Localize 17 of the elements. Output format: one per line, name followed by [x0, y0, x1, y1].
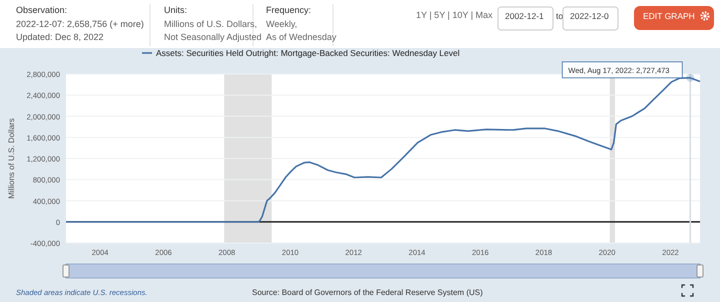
legend-label: Assets: Securities Held Outright: Mortgage-Backed Securities: Wednesday Level	[156, 48, 460, 58]
y-axis-title: Millions of U.S. Dollars	[7, 118, 16, 199]
text: Weekly,	[266, 19, 298, 29]
text: EDIT GRAPH	[643, 11, 695, 21]
text: 2002-12-1	[505, 11, 544, 21]
text: Not Seasonally Adjusted	[164, 32, 262, 42]
text: 2022-12-0	[570, 11, 610, 21]
text: Frequency:	[266, 5, 312, 15]
text: 2022-12-07: 2,658,756 (+ more)	[16, 19, 144, 29]
text: Updated: Dec 8, 2022	[16, 32, 104, 42]
source-note: Source: Board of Governors of the Federal Reserve System (US)	[252, 288, 484, 297]
text: Units:	[164, 5, 188, 15]
text: to	[556, 11, 564, 21]
text: Millions of U.S. Dollars,	[164, 19, 258, 29]
text: As of Wednesday	[266, 32, 337, 42]
text: 1Y | 5Y | 10Y | Max	[416, 10, 494, 20]
text: Observation:	[16, 5, 68, 15]
